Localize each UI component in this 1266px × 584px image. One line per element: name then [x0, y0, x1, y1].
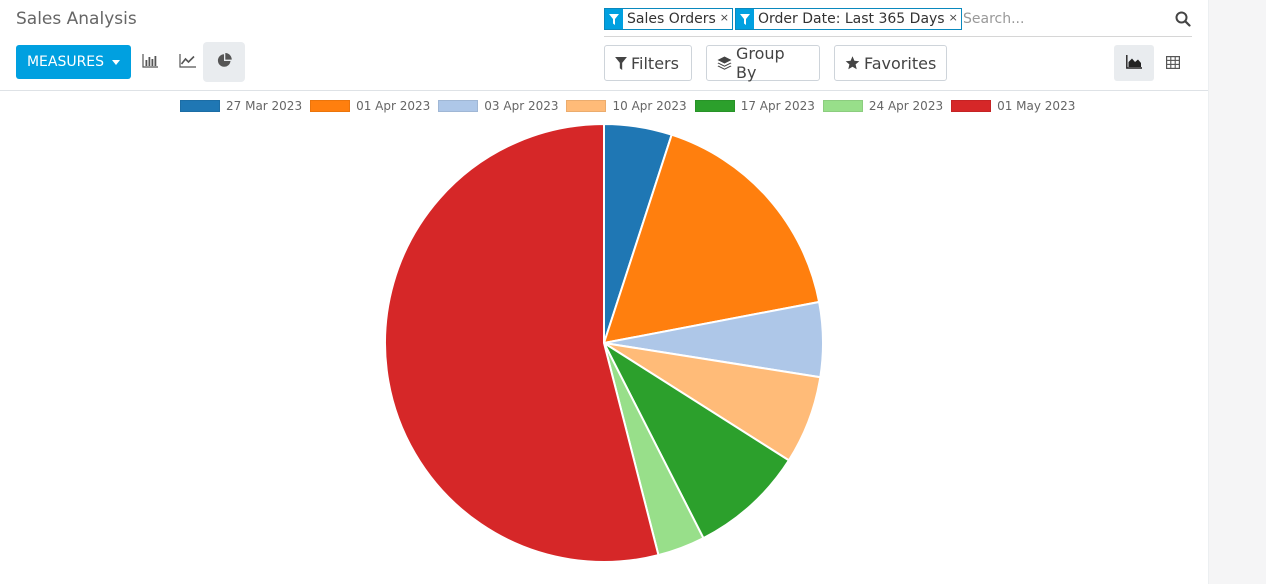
bar-chart-button[interactable]: [129, 42, 171, 82]
page-title: Sales Analysis: [16, 9, 137, 29]
legend-item[interactable]: 24 Apr 2023: [822, 99, 944, 113]
groupby-button[interactable]: Group By: [706, 44, 820, 82]
pie-slice[interactable]: [384, 122, 660, 563]
pie-slice[interactable]: [601, 340, 791, 540]
search-icon[interactable]: [1175, 11, 1191, 31]
facet-sales-orders[interactable]: Sales Orders ×: [604, 8, 734, 30]
right-panel-strip: [1208, 0, 1266, 584]
legend-label: 17 Apr 2023: [740, 99, 815, 113]
facet-value: Sales Orders: [627, 11, 716, 27]
legend-swatch: [438, 100, 479, 112]
pivot-view-button[interactable]: [1153, 45, 1193, 81]
legend-swatch: [180, 100, 220, 112]
legend-swatch: [822, 100, 863, 112]
legend-swatch: [566, 100, 607, 112]
filters-button[interactable]: Filters: [604, 45, 692, 81]
legend-label: 01 Apr 2023: [356, 99, 431, 113]
search-facets: Sales Orders × Order Date: Last 365 Days…: [604, 8, 962, 30]
line-chart-button[interactable]: [166, 42, 208, 82]
facet-remove-icon[interactable]: ×: [719, 11, 730, 24]
star-icon: [845, 56, 860, 70]
measures-label: MEASURES: [26, 54, 105, 70]
facet-remove-icon[interactable]: ×: [948, 11, 958, 24]
facet-value: Order Date: Last 365 Days: [758, 11, 945, 27]
legend-swatch: [310, 100, 351, 112]
caret-down-icon: [112, 59, 121, 65]
legend-label: 24 Apr 2023: [868, 99, 944, 113]
legend-swatch: [694, 100, 735, 112]
bar-chart-icon: [142, 53, 158, 72]
legend-item[interactable]: 01 May 2023: [951, 99, 1075, 113]
control-panel-divider: [0, 90, 1208, 91]
line-chart-icon: [178, 53, 196, 72]
legend-swatch: [951, 100, 992, 112]
pie-chart: [384, 122, 824, 563]
legend-item[interactable]: 01 Apr 2023: [310, 99, 430, 113]
legend-label: 01 May 2023: [997, 99, 1076, 113]
legend-item[interactable]: 10 Apr 2023: [566, 99, 687, 113]
filter-icon: [615, 56, 627, 70]
legend-label: 03 Apr 2023: [484, 99, 559, 113]
filter-icon: [605, 9, 623, 29]
search-underline: [604, 36, 1192, 37]
legend-item[interactable]: 27 Mar 2023: [180, 99, 302, 113]
search-input[interactable]: [963, 8, 1163, 30]
filter-icon: [736, 9, 755, 29]
measures-button[interactable]: MEASURES: [16, 45, 131, 79]
table-grid-icon: [1166, 54, 1181, 73]
legend-item[interactable]: 03 Apr 2023: [438, 99, 558, 113]
graph-view-button[interactable]: [1114, 45, 1154, 81]
area-chart-icon: [1126, 54, 1142, 73]
chart-legend: 27 Mar 2023 01 Apr 2023 03 Apr 2023 10 Apr …: [180, 99, 1083, 113]
layers-icon: [717, 56, 732, 70]
facet-order-date[interactable]: Order Date: Last 365 Days ×: [735, 8, 962, 30]
legend-item[interactable]: 17 Apr 2023: [694, 99, 815, 113]
pie-slice[interactable]: [602, 133, 821, 345]
main-content: Sales Analysis Sales Orders × Order Date…: [0, 8, 1208, 563]
groupby-label: Group By: [736, 44, 785, 82]
pie-chart-button[interactable]: [203, 42, 245, 82]
legend-label: 27 Mar 2023: [226, 99, 303, 113]
filters-label: Filters: [631, 53, 679, 73]
pie-chart-icon: [217, 52, 232, 72]
favorites-label: Favorites: [864, 53, 937, 73]
legend-label: 10 Apr 2023: [612, 99, 687, 113]
favorites-button[interactable]: Favorites: [834, 45, 947, 81]
